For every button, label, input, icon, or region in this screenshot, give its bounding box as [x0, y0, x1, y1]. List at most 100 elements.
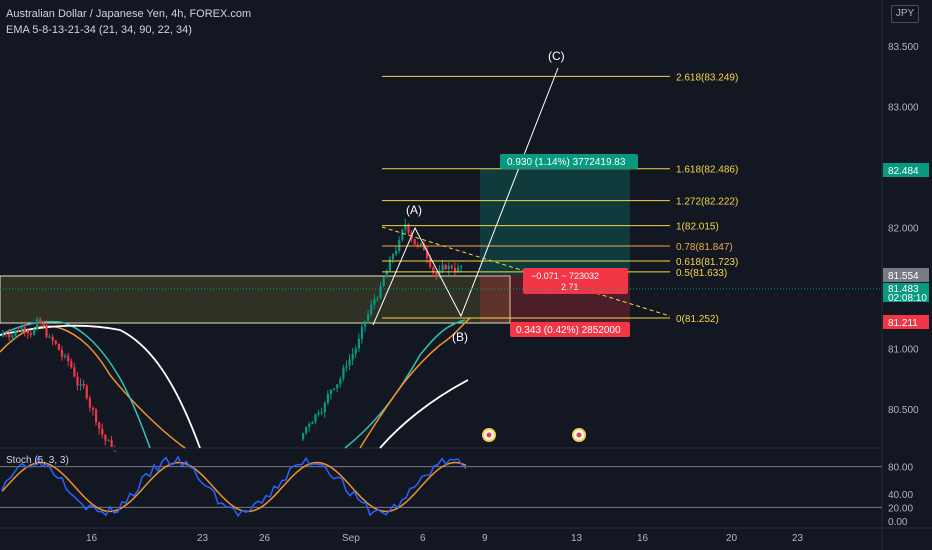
price-badge-label: 02:08:10 [888, 293, 927, 304]
fib-label: 0.5(81.633) [676, 268, 727, 279]
time-tick: 13 [571, 533, 583, 544]
candle-body [419, 243, 422, 246]
price-badge [883, 268, 929, 282]
candle-body [42, 323, 45, 326]
candle-body [29, 333, 33, 335]
stoch-tick: 20.00 [888, 503, 913, 514]
candle-body [388, 259, 391, 271]
candle-body [26, 330, 29, 334]
candle-body [82, 383, 85, 386]
candle-body [367, 314, 370, 322]
candle-body [17, 330, 20, 332]
candle-body [79, 383, 82, 386]
candle-body [370, 304, 373, 315]
support-zone [0, 275, 511, 324]
stoch-tick: 0.00 [888, 517, 908, 528]
candle-body [8, 334, 11, 338]
candle-body [339, 378, 342, 385]
candle-body [48, 336, 51, 338]
candle-body [76, 376, 79, 386]
candle-body [323, 403, 326, 413]
candle-body [91, 407, 95, 410]
candle-body [360, 326, 364, 339]
price-badge [883, 315, 929, 329]
price-badge [883, 292, 929, 302]
ema-orange-right [359, 317, 471, 449]
candle-body [302, 433, 305, 440]
candle-body [438, 270, 441, 277]
price-badge [883, 283, 929, 293]
candle-body [54, 340, 57, 344]
position-info-line2: 2.71 [561, 282, 579, 292]
candle-body [354, 348, 357, 354]
candle-body [357, 338, 360, 349]
candle-body [104, 434, 107, 441]
candle-body [429, 258, 432, 268]
time-tick: 23 [197, 533, 209, 544]
candle-body [391, 254, 395, 260]
symbol-title: Australian Dollar / Japanese Yen, 4h, FO… [6, 8, 252, 20]
candle-body [88, 398, 91, 408]
candle-body [441, 264, 444, 271]
candle-body [376, 298, 379, 300]
ema-white-left [0, 324, 201, 449]
stop-label-box [510, 322, 630, 337]
candle-body [401, 229, 404, 240]
time-tick: Sep [342, 533, 360, 544]
candle-body [67, 355, 70, 362]
fib-label: 2.618(83.249) [676, 72, 738, 83]
candle-body [11, 335, 14, 338]
time-tick: 23 [792, 533, 804, 544]
candle-body [379, 286, 382, 299]
candle-body [36, 319, 39, 330]
candle-body [407, 224, 410, 233]
candle-body [336, 384, 339, 389]
candle-body [85, 385, 88, 399]
fib-label: 1.618(82.486) [676, 165, 738, 176]
ema-teal-right [344, 319, 466, 449]
candle-body [413, 239, 416, 245]
candle-body [364, 321, 367, 327]
price-tick: 80.500 [888, 405, 919, 416]
candle-body [348, 359, 351, 366]
price-tick: 83.500 [888, 42, 919, 53]
candle-body [14, 330, 17, 336]
candle-body [308, 423, 311, 427]
time-tick: 6 [420, 533, 426, 544]
ema-teal-left [0, 320, 151, 449]
candle-body [2, 333, 5, 337]
stoch-d-line [1, 461, 467, 513]
currency-button[interactable]: JPY [891, 5, 919, 23]
candle-body [426, 250, 429, 259]
candle-body [311, 421, 314, 424]
candle-body [107, 440, 110, 442]
candle-body [435, 272, 438, 277]
candle-body [444, 264, 447, 270]
candle-body [73, 367, 76, 377]
candle-body [305, 426, 308, 434]
candle-body [60, 350, 64, 357]
price-tick: 81.000 [888, 345, 919, 356]
candle-body [64, 355, 67, 357]
fib-label: 0.78(81.847) [676, 242, 733, 253]
event-marker-dot [486, 432, 492, 438]
target-label: 0.930 (1.14%) 3772419.83 [507, 157, 626, 168]
stoch-legend: Stoch (5, 3, 3) [6, 455, 69, 466]
candle-body [416, 244, 419, 246]
candle-body [373, 299, 376, 305]
candle-body [20, 327, 23, 332]
candle-body [113, 450, 116, 452]
price-tick: 82.000 [888, 224, 919, 235]
candle-body [342, 367, 345, 379]
candle-body [382, 277, 385, 287]
candle-body [5, 333, 8, 335]
time-tick: 26 [259, 533, 271, 544]
position-info-box [523, 268, 628, 294]
candle-body [98, 422, 101, 429]
candle-body [23, 327, 26, 331]
candle-body [95, 409, 98, 423]
stoch-k-line [1, 455, 467, 518]
candle-body [326, 394, 329, 404]
candle-body [51, 336, 54, 341]
